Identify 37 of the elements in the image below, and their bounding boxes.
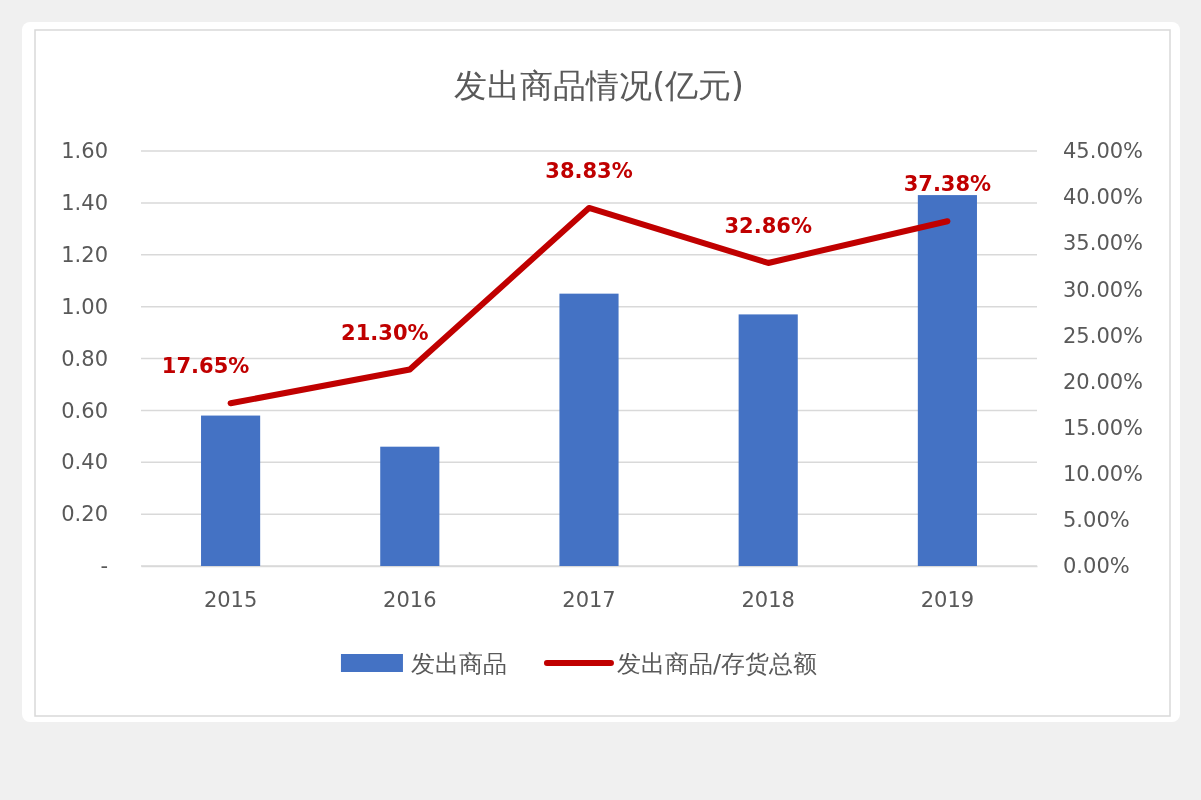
y-tick-label: 0.20 — [61, 502, 108, 527]
y2-tick-label: 20.00% — [1063, 369, 1144, 394]
bar — [738, 314, 798, 566]
data-label: 32.86% — [724, 213, 812, 238]
y2-tick-label: 45.00% — [1063, 139, 1144, 164]
bar — [917, 195, 977, 566]
data-label: 37.38% — [903, 172, 992, 197]
legend-label: 发出商品/存货总额 — [616, 650, 818, 678]
x-tick-label: 2019 — [920, 587, 975, 612]
data-label: 38.83% — [545, 158, 633, 183]
y2-tick-label: 15.00% — [1063, 415, 1144, 440]
bar — [559, 293, 619, 566]
data-label: 17.65% — [161, 354, 250, 379]
data-label: 21.30% — [341, 320, 429, 345]
y-tick-label: 1.60 — [61, 139, 108, 164]
y2-tick-label: 5.00% — [1063, 508, 1130, 533]
y-tick-label: 1.40 — [61, 191, 108, 216]
bar — [380, 446, 440, 566]
x-tick-label: 2016 — [383, 587, 437, 612]
y-tick-label: 1.00 — [61, 294, 108, 319]
chart-title: 发出商品情况(亿元) — [454, 66, 744, 105]
legend-label: 发出商品 — [410, 650, 507, 678]
bar — [201, 415, 261, 566]
y2-tick-label: 10.00% — [1063, 462, 1144, 486]
y-tick-label: 0.60 — [61, 398, 108, 423]
y2-tick-label: 35.00% — [1063, 231, 1144, 256]
x-tick-label: 2015 — [203, 587, 258, 612]
y2-tick-label: 25.00% — [1063, 323, 1144, 348]
y2-tick-label: 40.00% — [1063, 185, 1144, 210]
y-tick-label: 0.80 — [61, 346, 108, 371]
x-tick-label: 2018 — [741, 587, 795, 612]
y-tick-label: 1.20 — [61, 242, 108, 267]
y-tick-label: - — [100, 554, 108, 579]
y-tick-label: 0.40 — [61, 450, 108, 475]
y2-tick-label: 0.00% — [1063, 554, 1130, 579]
y2-tick-label: 30.00% — [1063, 277, 1144, 302]
x-tick-label: 2017 — [562, 587, 616, 612]
